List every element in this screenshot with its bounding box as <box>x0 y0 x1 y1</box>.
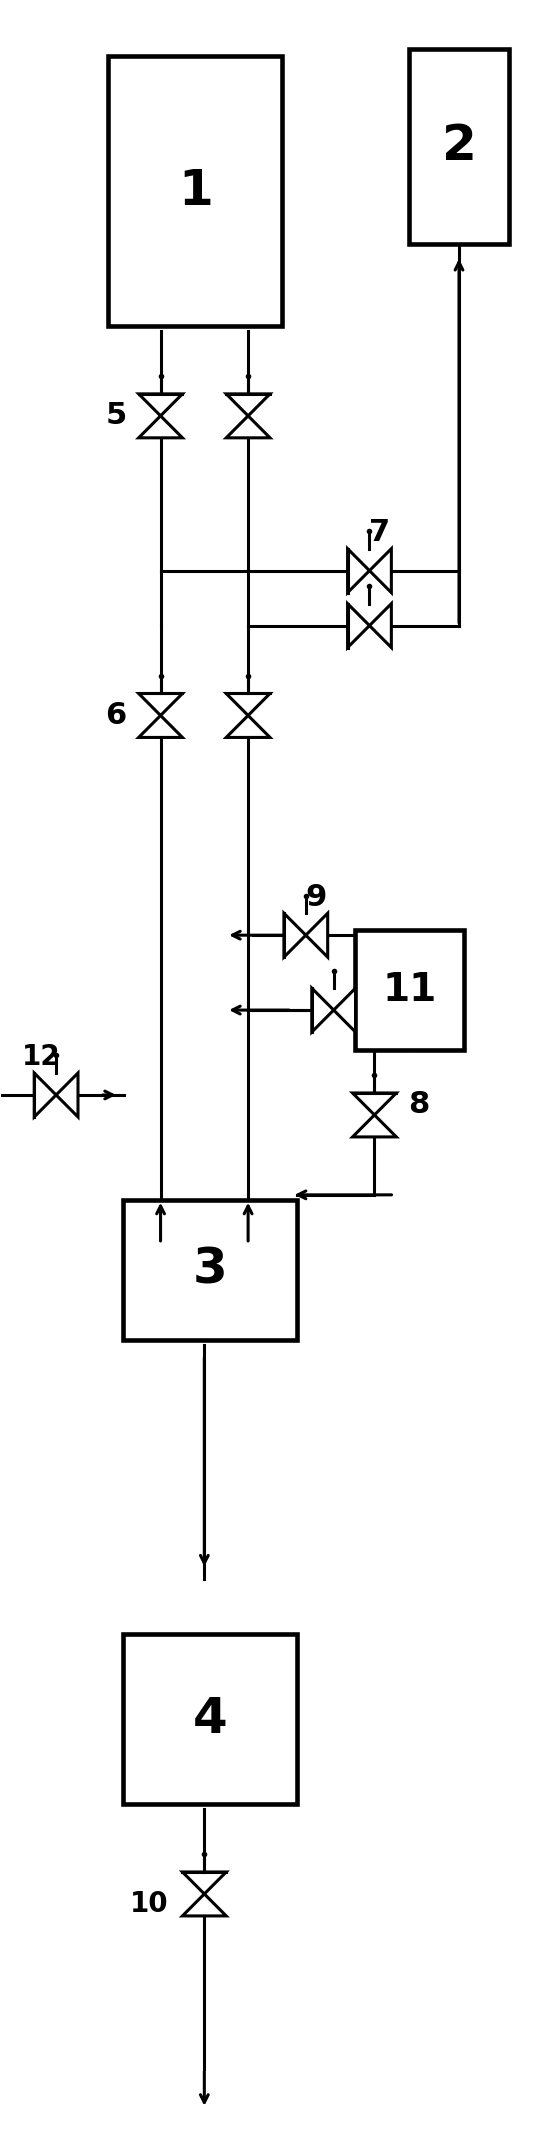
Polygon shape <box>369 603 391 648</box>
Polygon shape <box>226 416 270 437</box>
Bar <box>123 1200 297 1340</box>
Polygon shape <box>226 694 270 715</box>
Polygon shape <box>284 913 306 956</box>
Text: 2: 2 <box>442 123 477 170</box>
Text: 7: 7 <box>369 519 390 547</box>
Polygon shape <box>333 989 355 1032</box>
Polygon shape <box>369 549 391 592</box>
Polygon shape <box>139 715 182 737</box>
Text: 8: 8 <box>408 1090 430 1120</box>
Text: 4: 4 <box>193 1695 228 1743</box>
Text: 12: 12 <box>22 1043 61 1071</box>
Bar <box>108 56 282 325</box>
Polygon shape <box>226 394 270 416</box>
Polygon shape <box>312 989 333 1032</box>
Polygon shape <box>226 715 270 737</box>
Text: 6: 6 <box>105 700 126 730</box>
Bar <box>123 1635 297 1805</box>
Text: 5: 5 <box>105 401 126 431</box>
Polygon shape <box>139 416 182 437</box>
Polygon shape <box>139 694 182 715</box>
Polygon shape <box>56 1073 78 1118</box>
Polygon shape <box>353 1092 396 1116</box>
Text: 10: 10 <box>130 1889 169 1917</box>
Polygon shape <box>347 549 369 592</box>
Polygon shape <box>182 1872 226 1893</box>
Polygon shape <box>347 603 369 648</box>
Polygon shape <box>139 394 182 416</box>
Text: 1: 1 <box>178 168 213 215</box>
Bar <box>410 50 509 243</box>
Text: 11: 11 <box>382 971 436 1008</box>
Polygon shape <box>306 913 327 956</box>
Polygon shape <box>353 1116 396 1137</box>
Text: 9: 9 <box>305 883 326 911</box>
Polygon shape <box>34 1073 56 1118</box>
Text: 3: 3 <box>193 1245 228 1295</box>
Polygon shape <box>182 1893 226 1915</box>
Bar <box>354 931 464 1049</box>
